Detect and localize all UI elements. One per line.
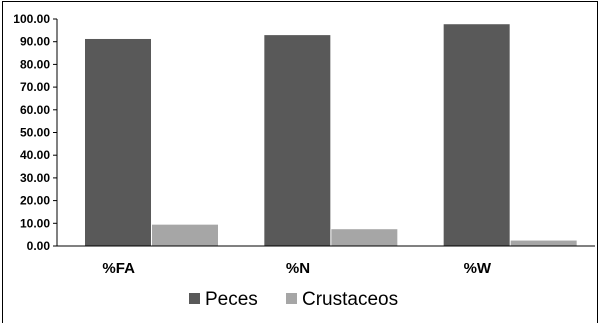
bar-peces-1 [85,38,151,247]
bars [85,24,577,247]
y-tick-label: 70.00 [20,80,50,94]
y-tick-label: 20.00 [20,194,50,208]
y-tick-label: 0.00 [27,239,51,253]
x-tick-label: %W [464,260,492,277]
legend: Peces Crustaceos [189,289,398,310]
y-tick-label: 60.00 [20,103,50,117]
y-axis-ticks: 0.00 10.00 20.00 30.00 40.00 50.00 60.00 70.00 8… [13,12,57,253]
x-tick-label: %FA [102,260,135,277]
y-tick-label: 40.00 [20,148,50,162]
y-tick-label: 30.00 [20,171,50,185]
bar-crustaceos-1 [152,224,218,246]
legend-swatch-peces [189,293,200,304]
legend-label-peces: Peces [205,289,258,310]
y-tick-label: 90.00 [20,35,50,49]
bar-peces-3 [443,24,510,246]
legend-swatch-crustaceos [286,293,297,304]
bar-crustaceos-3 [510,240,577,246]
y-tick-label: 10.00 [20,216,50,230]
bar-crustaceos-2 [331,229,398,246]
y-tick-label: 80.00 [20,57,50,71]
y-tick-label: 100.00 [13,12,50,26]
y-tick-label: 50.00 [20,126,50,140]
bar-peces-2 [264,35,331,246]
x-tick-label: %N [286,260,310,277]
legend-label-crustaceos: Crustaceos [302,289,398,310]
chart-frame [2,1,598,323]
x-axis-labels: %FA %N %W [102,260,492,277]
